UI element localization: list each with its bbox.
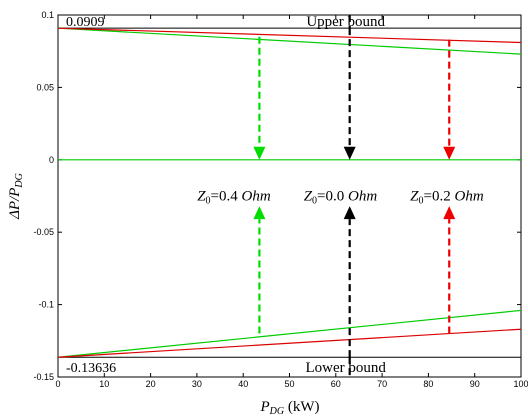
bottom-arrow-head <box>253 206 266 220</box>
plot-area <box>57 14 522 378</box>
x-tick-label: 0 <box>55 379 60 389</box>
y-axis-title: ΔP/PDG <box>7 173 25 220</box>
top-arrow-head <box>253 146 266 160</box>
series-line <box>57 27 522 55</box>
y-tick-label: 0 <box>49 155 54 165</box>
lower-bound-value: -0.13636 <box>66 361 116 376</box>
y-tick-label: 0.1 <box>41 10 54 20</box>
x-tick-label: 80 <box>423 379 433 389</box>
x-tick-label: 40 <box>238 379 248 389</box>
impedance-annotation: Z0=0.4 Ohm <box>197 188 271 206</box>
x-tick-label: 60 <box>331 379 341 389</box>
series-line <box>57 328 522 358</box>
top-arrow-head <box>343 146 356 160</box>
impedance-annotation: Z0=0.2 Ohm <box>410 188 484 206</box>
y-tick-label: -0.15 <box>33 372 54 382</box>
upper-bound-value: 0.0909 <box>66 15 105 30</box>
x-tick-label: 90 <box>470 379 480 389</box>
impedance-annotation: Z0=0.0 Ohm <box>304 188 378 206</box>
series-line <box>57 309 522 358</box>
x-tick-label: 10 <box>99 379 109 389</box>
bottom-arrow-head <box>343 206 356 220</box>
x-tick-label: 100 <box>513 379 528 389</box>
lower-bound-label: Lower bound <box>305 360 386 376</box>
x-tick-label: 20 <box>146 379 156 389</box>
x-axis-title: PDG (kW) <box>259 399 319 416</box>
y-tick-label: -0.05 <box>33 227 54 237</box>
y-tick-label: -0.1 <box>38 300 54 310</box>
x-tick-label: 70 <box>377 379 387 389</box>
x-tick-label: 50 <box>284 379 294 389</box>
top-arrow-head <box>443 146 456 160</box>
y-tick-label: 0.05 <box>36 82 54 92</box>
x-tick-label: 30 <box>192 379 202 389</box>
series-line <box>57 27 522 44</box>
bottom-arrow-head <box>443 206 456 220</box>
upper-bound-label: Upper bound <box>306 14 385 30</box>
